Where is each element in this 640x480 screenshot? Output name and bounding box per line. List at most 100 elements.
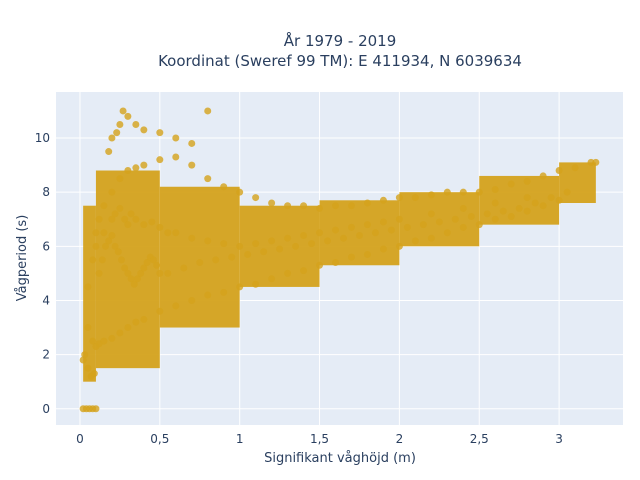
data-point	[132, 164, 140, 172]
data-point	[268, 237, 276, 245]
data-point	[140, 264, 148, 272]
data-point	[236, 283, 244, 291]
y-tick-label: 4	[42, 293, 50, 307]
data-point	[172, 153, 180, 161]
data-point	[81, 351, 89, 359]
data-point	[220, 240, 228, 248]
y-tick-label: 2	[42, 348, 50, 362]
data-point	[79, 356, 87, 364]
data-point	[300, 231, 308, 239]
data-point	[156, 223, 164, 231]
data-point	[347, 202, 355, 210]
data-point	[459, 188, 467, 196]
data-point	[284, 234, 292, 242]
y-axis-label: Vågperiod (s)	[15, 215, 30, 302]
data-point	[124, 324, 132, 332]
data-point	[132, 215, 140, 223]
data-point	[363, 250, 371, 258]
data-point	[100, 202, 108, 210]
density-region	[479, 175, 560, 225]
data-point	[188, 296, 196, 304]
data-point	[98, 256, 106, 264]
x-axis-ticks: 0 0,5 1 1,5 2 2,5 3	[76, 432, 563, 446]
data-point	[363, 199, 371, 207]
data-point	[204, 291, 212, 299]
data-point	[133, 275, 141, 283]
data-point	[92, 229, 100, 237]
data-point	[507, 180, 515, 188]
data-point	[531, 199, 539, 207]
data-point	[105, 237, 113, 245]
data-point	[395, 194, 403, 202]
data-point	[116, 175, 124, 183]
data-point	[156, 307, 164, 315]
data-point	[355, 231, 363, 239]
data-point	[89, 337, 97, 345]
data-point	[316, 229, 324, 237]
data-point	[156, 129, 164, 137]
data-point	[140, 315, 148, 323]
data-point	[435, 218, 443, 226]
data-point	[347, 253, 355, 261]
data-point	[592, 158, 600, 166]
data-point	[108, 134, 116, 142]
data-point	[149, 256, 157, 264]
data-point	[332, 259, 340, 267]
data-point	[300, 267, 308, 275]
data-point	[90, 370, 98, 378]
data-point	[172, 302, 180, 310]
data-point	[268, 275, 276, 283]
data-point	[491, 185, 499, 193]
data-point	[523, 177, 531, 185]
data-point	[459, 223, 467, 231]
data-point	[116, 120, 124, 128]
data-point	[156, 269, 164, 277]
data-point	[111, 210, 119, 218]
data-point	[252, 194, 260, 202]
data-point	[284, 269, 292, 277]
data-point	[363, 221, 371, 229]
data-point	[172, 229, 180, 237]
density-region	[159, 186, 240, 328]
data-point	[95, 269, 103, 277]
data-point	[164, 269, 172, 277]
data-point	[483, 210, 491, 218]
data-point	[347, 223, 355, 231]
data-point	[419, 221, 427, 229]
data-point	[92, 242, 100, 250]
data-point	[403, 223, 411, 231]
data-point	[244, 250, 252, 258]
data-point	[121, 264, 129, 272]
data-point	[137, 269, 145, 277]
data-point	[459, 204, 467, 212]
data-point	[284, 202, 292, 210]
data-point	[539, 172, 547, 180]
data-point	[140, 161, 148, 169]
data-point	[411, 237, 419, 245]
data-point	[130, 280, 138, 288]
data-point	[124, 167, 132, 175]
x-tick-label: 0	[76, 432, 84, 446]
data-point	[324, 237, 332, 245]
data-point	[571, 164, 579, 172]
data-point	[555, 196, 563, 204]
data-point	[411, 194, 419, 202]
data-point	[475, 221, 483, 229]
data-point	[228, 253, 236, 261]
data-point	[84, 364, 92, 372]
data-point	[236, 188, 244, 196]
data-point	[204, 237, 212, 245]
data-point	[467, 213, 475, 221]
data-point	[113, 129, 121, 137]
y-tick-label: 0	[42, 402, 50, 416]
data-point	[499, 207, 507, 215]
data-point	[491, 199, 499, 207]
x-tick-label: 0,5	[150, 432, 169, 446]
y-tick-label: 8	[42, 185, 50, 199]
data-point	[100, 337, 108, 345]
y-tick-label: 10	[35, 131, 50, 145]
data-point	[212, 256, 220, 264]
data-point	[148, 218, 156, 226]
data-point	[164, 229, 172, 237]
